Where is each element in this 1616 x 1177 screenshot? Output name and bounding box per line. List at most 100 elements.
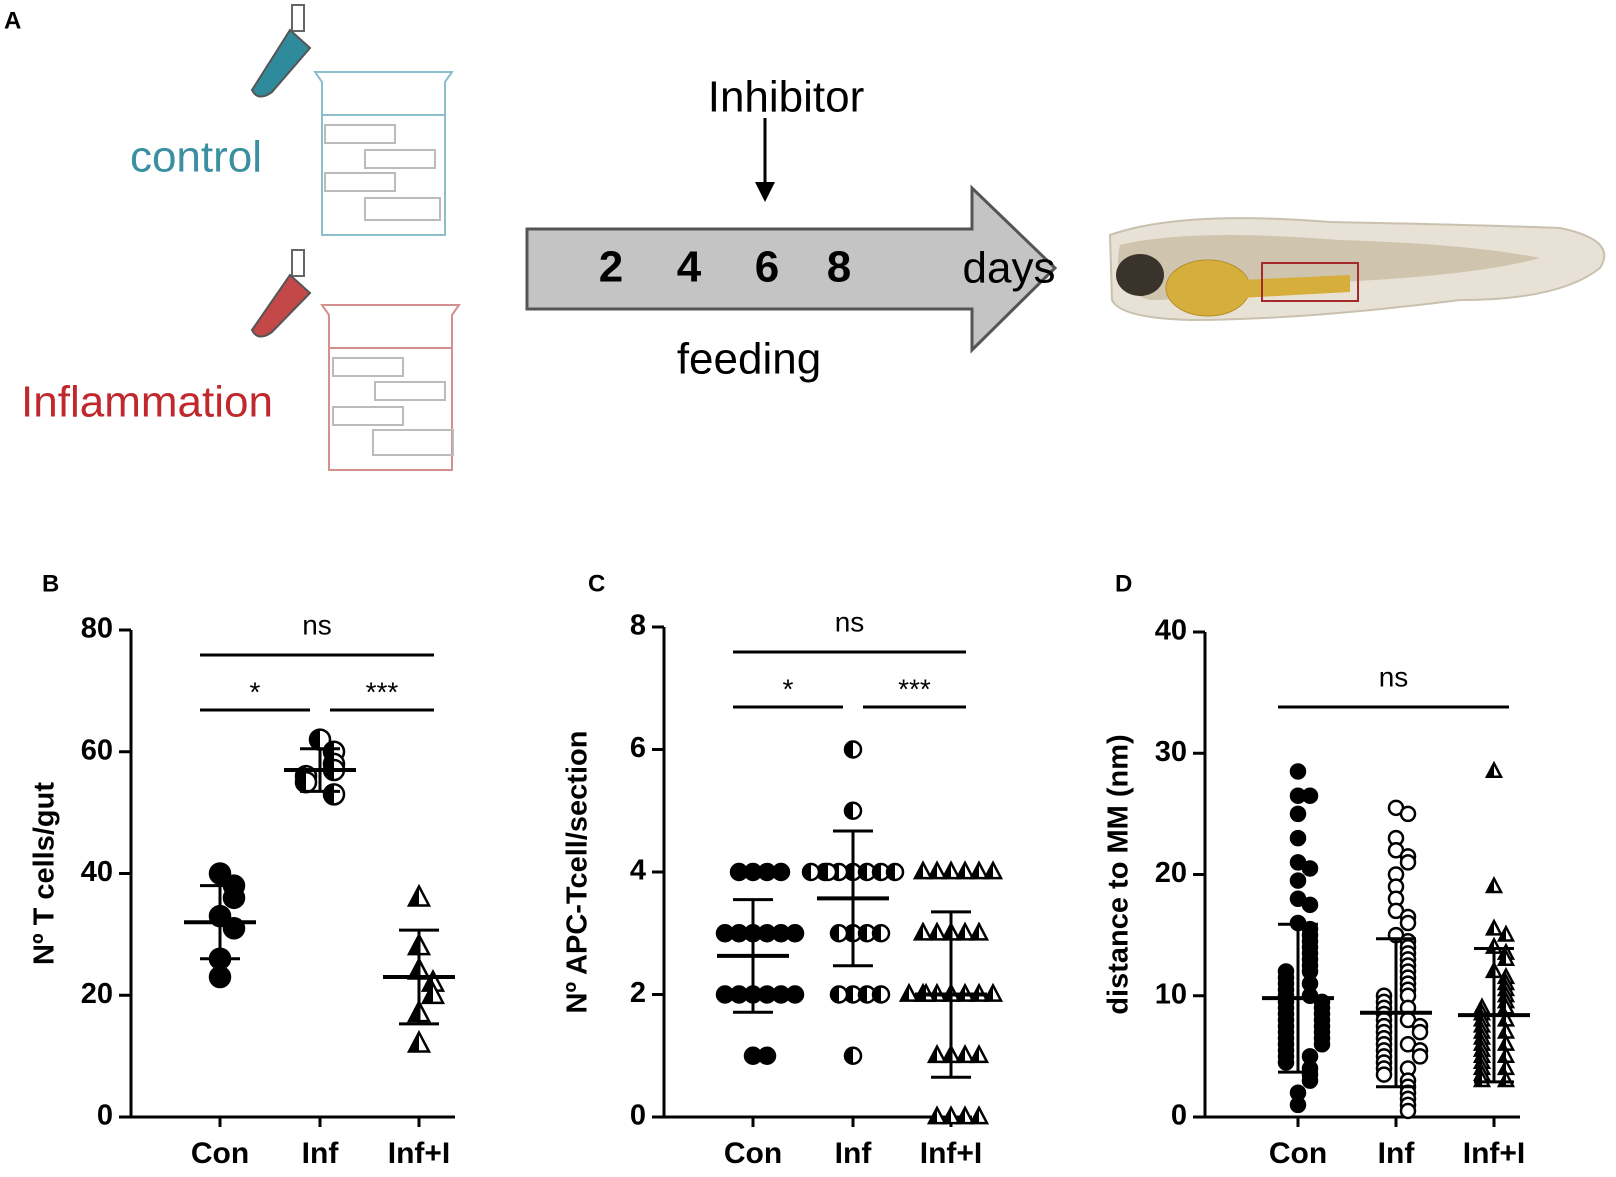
y-tick-label: 2 xyxy=(630,977,646,1009)
data-point xyxy=(222,886,246,910)
y-axis-label: distance to MM (nm) xyxy=(1103,734,1135,1014)
data-point xyxy=(1289,805,1307,823)
point-body xyxy=(729,862,749,882)
data-point xyxy=(843,1046,863,1065)
y-tick-label: 10 xyxy=(1155,978,1187,1010)
data-point xyxy=(968,860,990,880)
data-point xyxy=(1411,1048,1429,1065)
point-half xyxy=(310,729,320,750)
point-half xyxy=(985,862,993,879)
x-tick-label: Inf+I xyxy=(920,1137,983,1170)
y-axis-label: Nº APC-Tcell/section xyxy=(562,731,594,1014)
point-half xyxy=(845,1047,853,1064)
x-tick-label: Inf+I xyxy=(1463,1137,1526,1170)
data-point xyxy=(1399,854,1417,871)
y-tick-label: 8 xyxy=(630,610,646,642)
point-half xyxy=(1499,1036,1506,1050)
point-body xyxy=(222,886,246,910)
point-body xyxy=(771,862,791,882)
data-point xyxy=(940,1105,962,1125)
y-tick-label: 0 xyxy=(97,1100,113,1132)
data-point xyxy=(1289,1096,1307,1114)
data-point xyxy=(406,1029,432,1053)
y-tick-label: 40 xyxy=(1155,615,1187,647)
point-half xyxy=(1487,921,1494,935)
point-half xyxy=(943,1046,951,1062)
point-half xyxy=(929,862,937,879)
point-body xyxy=(1399,1102,1417,1120)
x-tick-label: Con xyxy=(724,1137,782,1170)
point-half xyxy=(971,862,979,879)
data-point xyxy=(1301,1072,1319,1089)
data-point xyxy=(785,985,805,1004)
data-point xyxy=(715,924,735,943)
point-body xyxy=(785,924,805,943)
data-point xyxy=(898,982,920,1002)
data-point xyxy=(954,1043,976,1064)
x-tick-label: Inf+I xyxy=(388,1137,451,1170)
point-body xyxy=(1411,1048,1429,1065)
data-point xyxy=(954,921,976,941)
data-point xyxy=(982,982,1004,1002)
point-body xyxy=(208,862,232,885)
inflammation-label: Inflammation xyxy=(21,378,273,427)
data-point xyxy=(1289,763,1307,780)
data-point xyxy=(940,860,962,880)
point-half xyxy=(929,1107,937,1124)
point-body xyxy=(1289,805,1307,823)
data-point xyxy=(1411,1023,1429,1041)
significance-label: ns xyxy=(1379,661,1409,692)
day-label: 6 xyxy=(755,243,779,292)
data-point xyxy=(1289,829,1307,847)
point-body xyxy=(757,1046,777,1065)
y-tick-label: 80 xyxy=(81,613,113,645)
panel-label: D xyxy=(1115,570,1132,597)
data-point xyxy=(968,921,990,941)
data-point xyxy=(1484,918,1504,936)
control-tube xyxy=(250,4,312,98)
point-body xyxy=(1399,914,1417,932)
point-body xyxy=(1289,763,1307,780)
point-body xyxy=(1277,1054,1295,1071)
y-tick-label: 30 xyxy=(1155,736,1187,768)
point-body xyxy=(1289,872,1307,889)
data-point xyxy=(1313,1036,1331,1053)
point-half xyxy=(1499,1012,1506,1026)
point-half xyxy=(324,784,334,805)
data-point xyxy=(1496,948,1516,966)
point-half xyxy=(943,862,951,879)
point-body xyxy=(208,965,232,989)
data-point xyxy=(954,860,976,880)
point-half xyxy=(873,864,881,880)
point-half xyxy=(423,983,433,1003)
point-half xyxy=(957,924,965,940)
y-tick-label: 40 xyxy=(81,856,113,888)
point-half xyxy=(1487,763,1494,777)
point-half xyxy=(929,924,937,940)
inflammation-beaker xyxy=(320,304,461,471)
data-point xyxy=(715,985,735,1004)
point-body xyxy=(1375,1066,1393,1083)
point-half xyxy=(971,924,979,940)
data-point xyxy=(208,965,232,989)
point-half xyxy=(1499,1024,1506,1038)
data-point xyxy=(926,1043,948,1064)
point-body xyxy=(1313,1036,1331,1053)
point-half xyxy=(409,1032,419,1052)
data-point xyxy=(757,1046,777,1065)
data-point xyxy=(818,862,838,882)
data-point xyxy=(926,860,948,880)
day-label: 2 xyxy=(599,243,623,292)
data-point xyxy=(912,860,934,880)
panel-label: A xyxy=(4,7,21,34)
y-tick-label: 60 xyxy=(81,734,113,766)
data-point xyxy=(1301,860,1319,877)
point-half xyxy=(1499,1060,1506,1074)
panel-label: C xyxy=(588,570,605,597)
data-point xyxy=(1289,872,1307,889)
point-half xyxy=(971,985,979,1001)
point-body xyxy=(1399,805,1417,823)
point-half xyxy=(943,985,951,1001)
data-point xyxy=(1484,875,1504,894)
